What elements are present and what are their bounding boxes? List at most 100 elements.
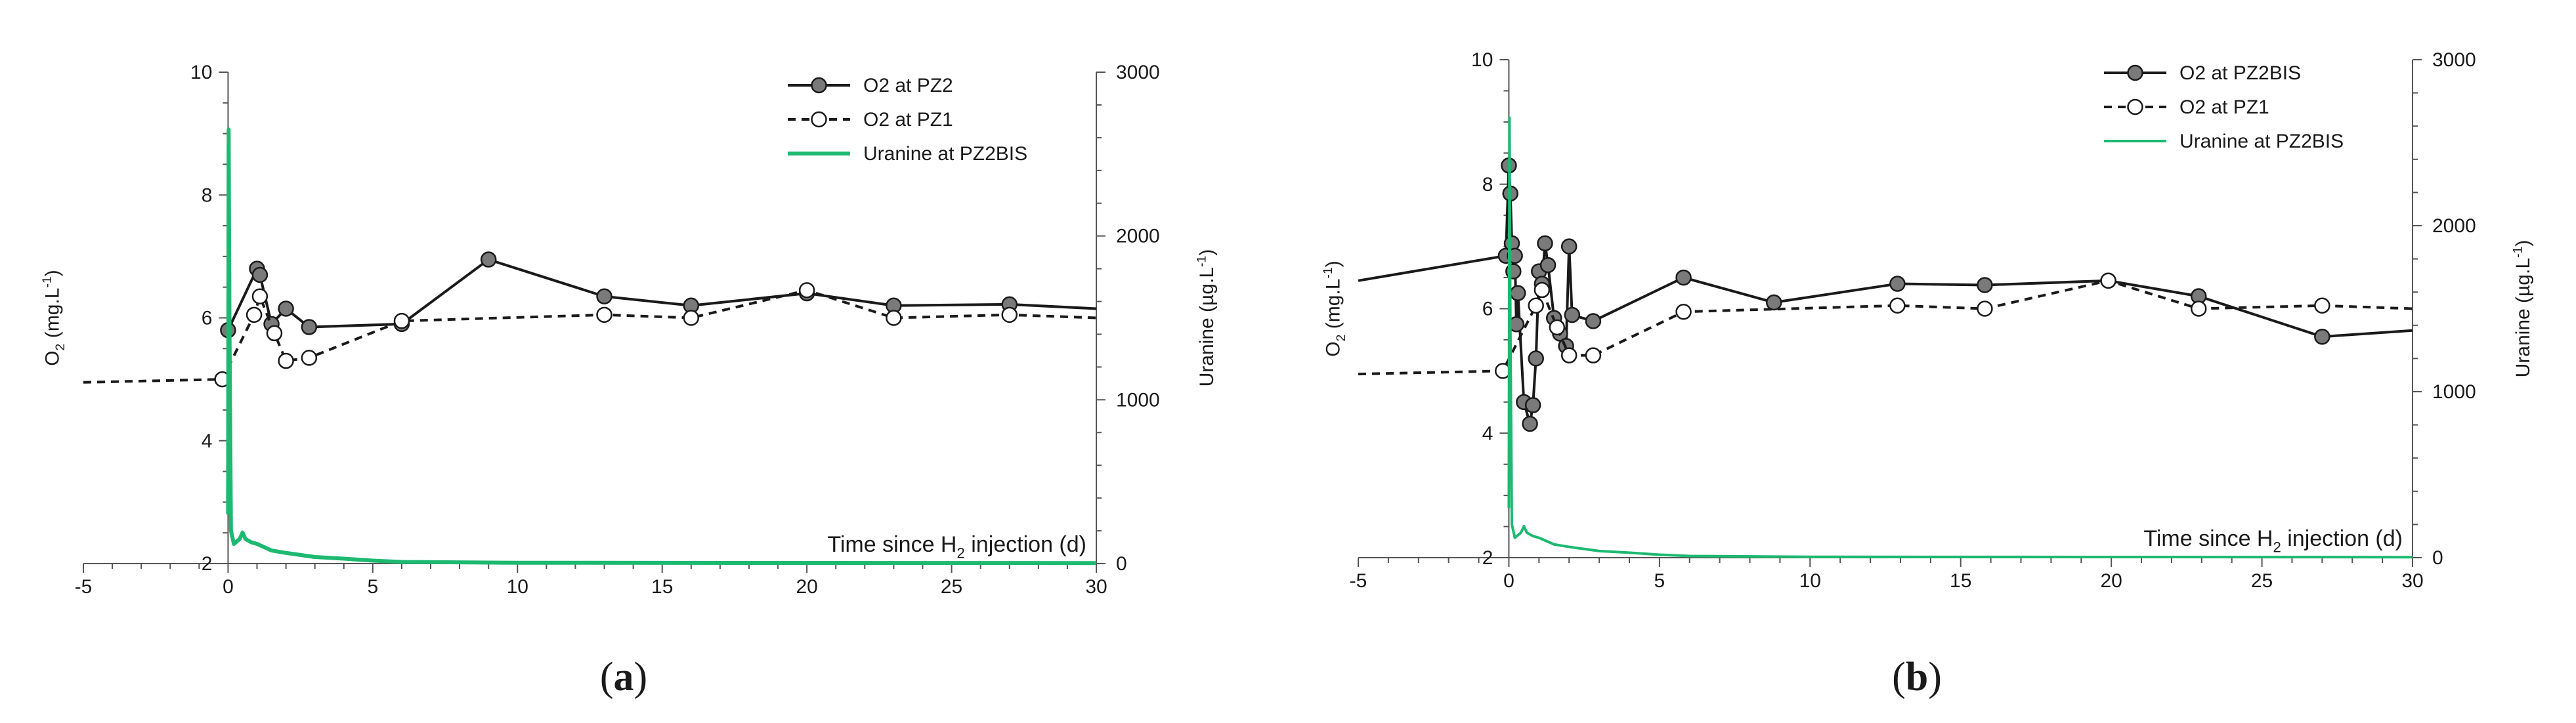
data-point (1977, 277, 1993, 293)
caption-part: ( (1892, 655, 1906, 699)
left-tick-label: 2 (202, 553, 213, 575)
data-point (1675, 303, 1692, 320)
legend-marker (811, 77, 827, 94)
data-point (1528, 350, 1544, 367)
x-tick-label: 5 (368, 576, 379, 598)
label-part: Time since H (2143, 526, 2273, 551)
legend-marker (811, 111, 827, 128)
legend-label: O2 at PZ2BIS (2179, 62, 2301, 84)
data-point (596, 306, 612, 323)
label-part: ) (1322, 260, 1344, 267)
label-part: -1 (40, 276, 54, 287)
label-part: ) (1196, 249, 1218, 256)
data-point (246, 306, 263, 323)
x-tick-label: 0 (1503, 570, 1514, 592)
data-point (1585, 347, 1602, 363)
data-point (683, 310, 700, 326)
data-point (1549, 319, 1566, 336)
x-tick-label: 15 (651, 576, 673, 598)
data-point (251, 288, 268, 304)
data-point (1889, 276, 1906, 292)
legend-label: O2 at PZ2 (863, 75, 953, 96)
data-point (1528, 297, 1544, 314)
left-tick-label: 6 (202, 308, 213, 329)
right-tick-label: 1000 (1116, 389, 1160, 411)
left-axis-title: O2 (mg.L-1) (1321, 260, 1348, 357)
x-tick-label: 20 (796, 576, 817, 598)
data-point (2190, 300, 2207, 317)
right-tick-label: 2000 (2432, 215, 2476, 237)
label-part: O (1322, 341, 1344, 356)
legend-label: Uranine at PZ2BIS (2179, 131, 2344, 152)
data-point (278, 300, 294, 317)
right-axis-title: Uranine (µg.L-1) (1195, 249, 1218, 387)
caption-part: a (614, 655, 634, 699)
label-part: 2 (2273, 539, 2281, 556)
right-tick-label: 0 (2432, 547, 2443, 569)
data-point (2314, 297, 2330, 314)
data-point (1509, 285, 1526, 302)
caption-part: ) (634, 655, 648, 699)
caption-part: b (1906, 655, 1928, 699)
legend-marker (2127, 98, 2143, 115)
x-tick-label: 10 (1799, 570, 1821, 592)
series-o2-at-pz1 (83, 282, 1097, 388)
legend: O2 at PZ2BIS O2 at PZ1 Uranine at PZ2BIS (2104, 62, 2344, 152)
data-point (1675, 269, 1692, 286)
left-tick-label: 10 (190, 62, 212, 83)
series-o2-at-pz2bis (1358, 157, 2413, 432)
x-tick-label: 25 (2251, 570, 2273, 592)
legend-marker (2127, 64, 2143, 81)
panel-caption: (b) (1892, 655, 1942, 699)
left-tick-label: 10 (1471, 49, 1493, 71)
data-point (301, 319, 318, 335)
x-axis-title: Time since H2 injection (d) (827, 532, 1086, 562)
right-tick-label: 3000 (2432, 49, 2476, 71)
left-tick-label: 8 (202, 184, 213, 206)
data-point (1537, 235, 1553, 252)
x-tick-label: -5 (75, 576, 93, 598)
panel-caption: (a) (600, 655, 647, 699)
x-tick-label: 20 (2100, 570, 2122, 592)
label-part: 2 (53, 344, 68, 351)
caption-part: ) (1928, 655, 1942, 699)
data-point (251, 266, 268, 283)
label-part: (mg.L (1322, 279, 1344, 335)
series-o2-at-pz2 (220, 251, 1097, 339)
x-tick-label: 30 (2401, 570, 2423, 592)
label-part: -1 (1321, 267, 1335, 278)
x-tick-label: 25 (941, 576, 962, 598)
label-part: O (41, 350, 63, 365)
data-point (1522, 415, 1538, 432)
series-uranine-at-pz2bis (226, 127, 1097, 566)
label-part: injection (d) (965, 532, 1086, 557)
data-point (1564, 306, 1581, 323)
legend-label: Uranine at PZ2BIS (863, 143, 1027, 165)
x-tick-label: 30 (1085, 576, 1107, 598)
left-tick-label: 4 (1482, 423, 1493, 444)
left-tick-label: 2 (1482, 547, 1493, 569)
legend-label: O2 at PZ1 (863, 109, 953, 131)
left-axis-title: O2 (mg.L-1) (40, 270, 68, 366)
label-part: -1 (1195, 256, 1209, 267)
series-line (226, 258, 1097, 331)
right-tick-label: 3000 (1116, 62, 1160, 83)
series-o2-at-pz1 (1358, 272, 2413, 379)
label-part: -1 (2511, 247, 2525, 258)
series-line (1507, 116, 2413, 559)
data-point (1977, 300, 1993, 317)
legend-label: O2 at PZ1 (2179, 96, 2269, 118)
caption-part: ( (600, 655, 614, 699)
label-part: Uranine (µg.L (2512, 258, 2534, 377)
label-part: Time since H (827, 532, 956, 557)
data-point (266, 325, 283, 342)
x-tick-label: 0 (223, 576, 234, 598)
label-part: ) (41, 270, 63, 276)
data-point (798, 282, 815, 299)
data-point (278, 352, 294, 369)
data-point (480, 251, 497, 268)
series-line (226, 127, 1097, 566)
data-point (1539, 257, 1556, 274)
